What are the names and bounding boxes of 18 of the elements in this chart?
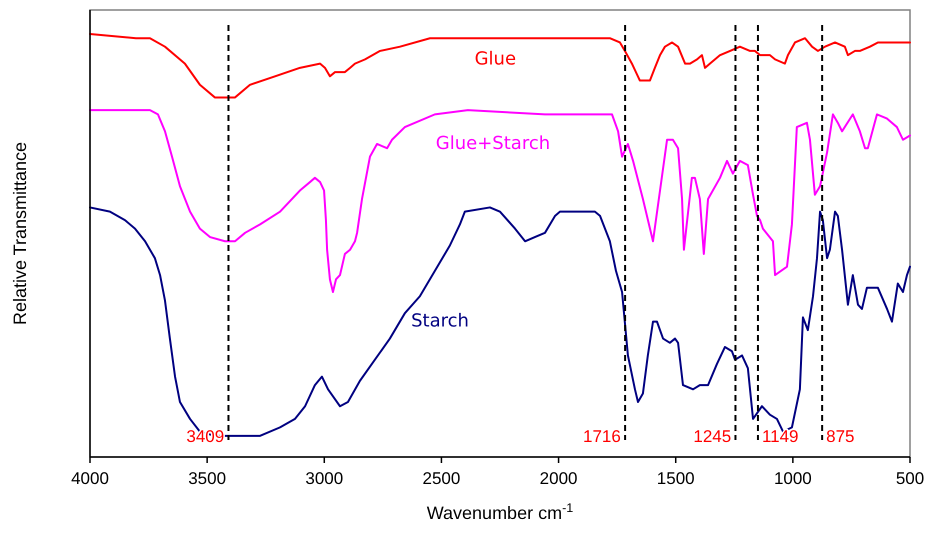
x-tick-label: 2000 xyxy=(540,469,578,488)
ref-line-label: 1245 xyxy=(693,427,732,446)
ref-line-label: 1716 xyxy=(583,427,621,446)
ref-line-label: 1149 xyxy=(762,427,799,446)
x-tick-label: 3500 xyxy=(188,469,226,488)
x-tick-label: 1000 xyxy=(774,469,812,488)
x-tick-label: 3000 xyxy=(305,469,344,488)
ref-line-label: 875 xyxy=(826,427,855,446)
x-tick-label: 500 xyxy=(896,469,924,488)
series-label: Starch xyxy=(411,310,469,332)
y-axis-title: Relative Transmittance xyxy=(10,142,30,326)
x-tick-label: 2500 xyxy=(422,469,460,488)
series-label: Glue+Starch xyxy=(436,132,550,154)
x-axis-title: Wavenumber cm$^{-1}$ xyxy=(426,501,574,523)
series-label: Glue xyxy=(474,48,516,70)
ref-line-label: 3409 xyxy=(186,427,224,446)
x-tick-label: 1500 xyxy=(656,469,695,488)
x-tick-label: 4000 xyxy=(71,469,109,488)
